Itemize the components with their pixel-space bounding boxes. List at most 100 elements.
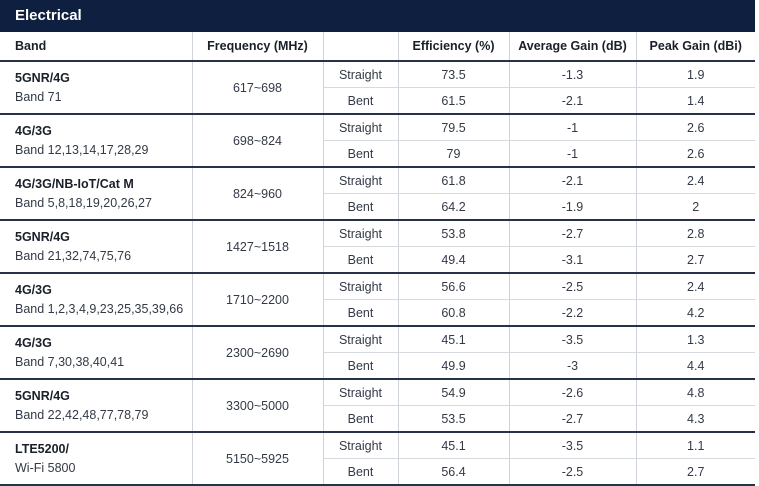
- frequency-cell: 5150~5925: [192, 432, 324, 486]
- condition-cell: Bent: [323, 299, 399, 327]
- band-name: 4G/3G: [15, 282, 52, 297]
- frequency-cell: 824~960: [192, 167, 324, 221]
- efficiency-cell: 53.8: [398, 220, 510, 247]
- band-list: Band 7,30,38,40,41: [15, 354, 125, 369]
- efficiency-cell: 60.8: [398, 299, 510, 327]
- average-gain-cell: -3.1: [509, 246, 637, 274]
- table-row: Bent 53.5 -2.7 4.3: [0, 405, 755, 433]
- band-list: Band 71: [15, 89, 62, 104]
- average-gain-cell: -1.9: [509, 193, 637, 221]
- band-name: LTE5200/: [15, 441, 69, 456]
- peak-gain-cell: 2.8: [636, 220, 755, 247]
- average-gain-cell: -2.7: [509, 405, 637, 433]
- peak-gain-cell: 2.6: [636, 140, 755, 168]
- band-list: Band 1,2,3,4,9,23,25,35,39,66: [15, 301, 184, 316]
- table-row: Bent 60.8 -2.2 4.2: [0, 299, 755, 327]
- average-gain-cell: -2.5: [509, 458, 637, 486]
- efficiency-cell: 79.5: [398, 114, 510, 141]
- peak-gain-cell: 1.9: [636, 61, 755, 88]
- frequency-cell: 3300~5000: [192, 379, 324, 433]
- table-row: Bent 49.4 -3.1 2.7: [0, 246, 755, 274]
- peak-gain-cell: 2.7: [636, 458, 755, 486]
- condition-cell: Straight: [323, 61, 399, 88]
- condition-cell: Straight: [323, 432, 399, 459]
- condition-cell: Straight: [323, 167, 399, 194]
- band-name: 4G/3G: [15, 335, 52, 350]
- efficiency-cell: 61.5: [398, 87, 510, 115]
- peak-gain-cell: 2.4: [636, 273, 755, 300]
- band-name: 5GNR/4G: [15, 388, 70, 403]
- average-gain-cell: -2.6: [509, 379, 637, 406]
- efficiency-cell: 64.2: [398, 193, 510, 221]
- condition-cell: Bent: [323, 405, 399, 433]
- peak-gain-cell: 2.6: [636, 114, 755, 141]
- peak-gain-cell: 1.3: [636, 326, 755, 353]
- band-list: Wi-Fi 5800: [15, 460, 76, 475]
- condition-cell: Bent: [323, 246, 399, 274]
- average-gain-cell: -3.5: [509, 326, 637, 353]
- average-gain-cell: -1: [509, 140, 637, 168]
- frequency-cell: 617~698: [192, 61, 324, 115]
- average-gain-cell: -1: [509, 114, 637, 141]
- peak-gain-cell: 4.3: [636, 405, 755, 433]
- table-row: 5GNR/4G Band 21,32,74,75,76 1427~1518 Strai…: [0, 220, 755, 274]
- condition-cell: Straight: [323, 220, 399, 247]
- peak-gain-cell: 1.1: [636, 432, 755, 459]
- condition-cell: Bent: [323, 352, 399, 380]
- frequency-cell: 1710~2200: [192, 273, 324, 327]
- header-peak-gain: Peak Gain (dBi): [636, 32, 755, 62]
- condition-cell: Bent: [323, 140, 399, 168]
- peak-gain-cell: 1.4: [636, 87, 755, 115]
- band-cell: 4G/3G/NB-IoT/Cat M Band 5,8,18,19,20,26,2…: [0, 167, 193, 221]
- table-row: Bent 64.2 -1.9 2: [0, 193, 755, 221]
- peak-gain-cell: 4.2: [636, 299, 755, 327]
- band-cell: 5GNR/4G Band 71: [0, 61, 193, 115]
- table-row: LTE5200/Wi-Fi 5800 5150~5925 Straight 45.1-…: [0, 432, 755, 486]
- band-cell: 5GNR/4G Band 22,42,48,77,78,79: [0, 379, 193, 433]
- efficiency-cell: 56.4: [398, 458, 510, 486]
- condition-cell: Straight: [323, 114, 399, 141]
- condition-cell: Bent: [323, 458, 399, 486]
- condition-cell: Straight: [323, 379, 399, 406]
- header-row: Band Frequency (MHz) Efficiency (%) Aver…: [0, 32, 755, 62]
- peak-gain-cell: 2: [636, 193, 755, 221]
- table-row: Bent 79 -1 2.6: [0, 140, 755, 168]
- section-title: Electrical: [0, 0, 755, 32]
- average-gain-cell: -3.5: [509, 432, 637, 459]
- average-gain-cell: -2.1: [509, 167, 637, 194]
- efficiency-cell: 73.5: [398, 61, 510, 88]
- table-row: Bent 49.9 -3 4.4: [0, 352, 755, 380]
- efficiency-cell: 49.4: [398, 246, 510, 274]
- condition-cell: Straight: [323, 326, 399, 353]
- efficiency-cell: 56.6: [398, 273, 510, 300]
- condition-cell: Bent: [323, 87, 399, 115]
- table-row: 5GNR/4G Band 71 617~698 Straight 73.5 -1.3 1.9: [0, 61, 755, 115]
- peak-gain-cell: 4.8: [636, 379, 755, 406]
- average-gain-cell: -2.1: [509, 87, 637, 115]
- average-gain-cell: -2.7: [509, 220, 637, 247]
- table-row: 5GNR/4G Band 22,42,48,77,78,79 3300~5000 St…: [0, 379, 755, 433]
- band-cell: 5GNR/4G Band 21,32,74,75,76: [0, 220, 193, 274]
- efficiency-cell: 45.1: [398, 326, 510, 353]
- average-gain-cell: -2.5: [509, 273, 637, 300]
- band-cell: 4G/3G Band 7,30,38,40,41: [0, 326, 193, 380]
- header-average-gain: Average Gain (dB): [509, 32, 637, 62]
- band-name: 4G/3G: [15, 123, 52, 138]
- band-list: Band 12,13,14,17,28,29: [15, 142, 149, 157]
- header-frequency: Frequency (MHz): [192, 32, 324, 62]
- band-list: Band 22,42,48,77,78,79: [15, 407, 149, 422]
- header-band: Band: [0, 32, 193, 62]
- band-name: 4G/3G/NB-IoT/Cat M: [15, 176, 134, 191]
- band-cell: 4G/3G Band 12,13,14,17,28,29: [0, 114, 193, 168]
- band-cell: LTE5200/Wi-Fi 5800: [0, 432, 193, 486]
- band-list: Band 21,32,74,75,76: [15, 248, 132, 263]
- efficiency-cell: 79: [398, 140, 510, 168]
- header-condition: [323, 32, 399, 62]
- condition-cell: Straight: [323, 273, 399, 300]
- table-row: 4G/3G Band 12,13,14,17,28,29 698~824 Straig…: [0, 114, 755, 168]
- efficiency-cell: 61.8: [398, 167, 510, 194]
- average-gain-cell: -2.2: [509, 299, 637, 327]
- table-row: 4G/3G/NB-IoT/Cat M Band 5,8,18,19,20,26,2…: [0, 167, 755, 221]
- band-list: Band 5,8,18,19,20,26,27: [15, 195, 152, 210]
